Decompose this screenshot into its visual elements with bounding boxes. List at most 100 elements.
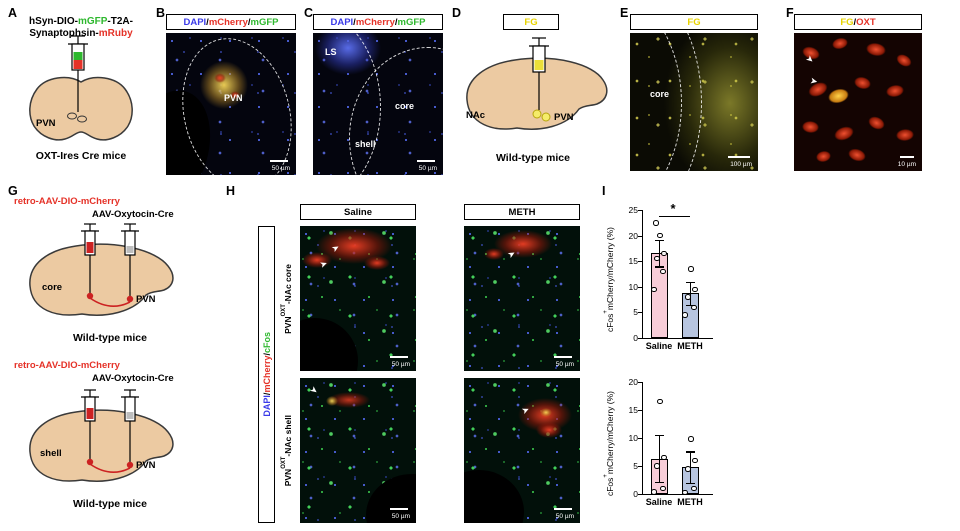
y-axis-label: cFos+mCherry/mCherry (%)	[602, 391, 615, 497]
scale-bar	[900, 156, 914, 158]
core-label-c: core	[395, 101, 415, 111]
virus-label-cre-core: AAV-Oxytocin-Cre	[92, 209, 174, 220]
pvn-mark	[67, 112, 77, 120]
significance-star: *	[670, 201, 676, 217]
panel-label-g: G	[8, 184, 18, 198]
syringe-icon	[529, 37, 549, 110]
oxt-cell	[865, 41, 887, 58]
mruby-dot	[214, 73, 226, 83]
mcherry-cluster	[484, 248, 504, 260]
construct-line-1: hSyn-DIO-mGFP-T2A-	[29, 16, 133, 27]
y-tick-label: 10	[628, 281, 638, 292]
scale-bar	[554, 356, 572, 358]
core-label-e: core	[650, 89, 670, 99]
scale-bar	[417, 160, 435, 162]
scale-label: 50 µm	[555, 361, 574, 368]
data-point	[661, 250, 667, 257]
panel-label-c: C	[304, 6, 314, 20]
data-point	[691, 304, 697, 311]
double-labeled-cell	[326, 396, 338, 406]
oxt-cell	[866, 113, 887, 133]
fg-injection-site	[532, 109, 542, 119]
mcherry-cluster	[536, 422, 562, 438]
panel-label-i: I	[602, 184, 606, 198]
scale-label: 50 µm	[555, 513, 574, 520]
row-label-shell: PVNOXT-NAc shell	[279, 378, 295, 523]
syringe-icon	[121, 223, 139, 296]
mouse-line-a: OXT-Ires Cre mice	[35, 150, 127, 162]
coronal-brain-schematic	[29, 35, 133, 141]
data-point	[654, 255, 660, 262]
syringe-icon	[81, 389, 99, 460]
data-point	[660, 268, 666, 275]
channel-header-f: FG / OXT	[794, 14, 922, 30]
construct-line-2: Synaptophsin-mRuby	[29, 28, 133, 39]
micrograph-pvn-projection: PVN 50 µm	[166, 33, 296, 175]
pvn-label-b: PVN	[224, 93, 243, 103]
mcherry-cluster	[302, 252, 332, 268]
brain-outline	[29, 76, 133, 141]
pvn-mark	[77, 115, 87, 123]
sagittal-brain-schematic-shell	[29, 389, 174, 482]
micrograph-saline-shell: ➤ 50 µm	[300, 378, 416, 523]
oxt-cell	[801, 120, 820, 134]
data-point	[682, 312, 688, 318]
mruby-dot	[230, 91, 240, 99]
core-dashed-boundary	[630, 33, 682, 171]
syringe-icon	[81, 223, 99, 294]
oxt-cell	[846, 146, 868, 164]
row-label-core-text: PVNOXT-NAc core	[281, 263, 293, 334]
y-tick-label: 15	[628, 256, 638, 267]
oxt-cell	[895, 128, 915, 142]
y-tick-label: 0	[633, 489, 638, 499]
row-label-shell-text: PVNOXT-NAc shell	[281, 414, 293, 487]
data-point	[688, 436, 694, 442]
mouse-line-d: Wild-type mice	[495, 152, 570, 164]
pvn-label-a: PVN	[36, 118, 56, 129]
x-category-label: METH	[677, 341, 703, 351]
virus-label-cre-shell: AAV-Oxytocin-Cre	[92, 373, 174, 384]
y-axis-label-wrap: cFos+mCherry/mCherry (%)	[602, 198, 615, 362]
data-point	[692, 286, 698, 293]
channel-header-b: DAPI / mCherry / mGFP	[166, 14, 296, 30]
projection-path	[89, 297, 131, 307]
y-tick-label: 5	[633, 461, 638, 471]
data-point	[654, 463, 660, 469]
bar-chart-shell: cFos+mCherry/mCherry (%) 0 5 10 15 20 Saline M…	[602, 374, 742, 524]
virus-label-retro-core: retro-AAV-DIO-mCherry	[14, 196, 120, 207]
scale-label: 50 µm	[418, 165, 437, 172]
y-tick-label: 20	[628, 230, 638, 241]
y-tick-label: 15	[628, 405, 638, 415]
y-tick-label: 5	[633, 307, 638, 318]
data-point	[660, 485, 666, 492]
data-point	[682, 489, 688, 496]
data-point	[653, 220, 659, 226]
core-dashed-boundary	[630, 33, 702, 171]
syringe-icon	[68, 35, 88, 112]
shell-label-g: shell	[40, 448, 62, 459]
column-header-saline: Saline	[300, 204, 416, 220]
shell-label-c: shell	[355, 139, 376, 149]
nac-label: NAc	[466, 110, 486, 121]
fg-injection-site	[541, 112, 551, 122]
data-point	[688, 266, 694, 272]
side-channel-label: DAPI/mCherry/cFos	[261, 332, 272, 417]
data-point	[651, 489, 657, 495]
x-category-label: METH	[677, 497, 703, 507]
scale-bar	[390, 356, 408, 358]
oxt-cell	[852, 75, 873, 91]
data-point	[651, 286, 657, 293]
data-point	[685, 466, 691, 472]
pvn-label-g-bottom: PVN	[136, 460, 156, 471]
mouse-line-g-top: Wild-type mice	[72, 332, 147, 344]
mgfp-mruby-cluster	[200, 61, 248, 109]
virus-label-retro-shell: retro-AAV-DIO-mCherry	[14, 360, 120, 371]
pvn-label-g-top: PVN	[136, 294, 156, 305]
double-labeled-cell	[540, 408, 552, 417]
oxt-cell	[832, 123, 856, 144]
bar-chart-core: cFos+mCherry/mCherry (%) 0 5 10 15 20 25 Salin…	[602, 194, 742, 372]
mouse-line-g-bottom: Wild-type mice	[72, 498, 147, 510]
panel-label-f: F	[786, 6, 794, 20]
scale-bar	[728, 156, 750, 158]
